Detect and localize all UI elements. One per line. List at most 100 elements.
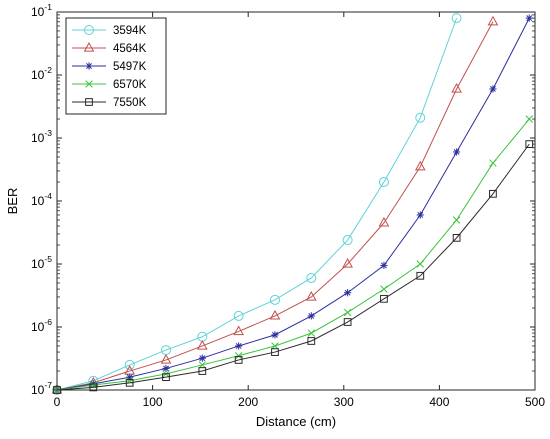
data-point xyxy=(306,272,317,283)
data-point xyxy=(307,312,315,320)
marker-shape xyxy=(452,233,461,242)
y-tick-base: 10 xyxy=(31,68,45,82)
marker-shape xyxy=(269,309,281,320)
data-point xyxy=(307,329,316,337)
y-tick-label: 10-4 xyxy=(31,191,52,208)
marker-stroke xyxy=(235,343,242,349)
marker-stroke xyxy=(453,149,460,155)
data-point xyxy=(269,309,281,320)
legend-entry: 4564K xyxy=(72,42,147,55)
data-point xyxy=(89,383,98,392)
marker-stroke xyxy=(343,308,352,317)
marker-shape xyxy=(85,98,93,106)
legend-entry: 6570K xyxy=(72,79,147,91)
marker-shape xyxy=(162,373,170,382)
y-tick-label: 10-6 xyxy=(31,317,52,334)
x-axis-label: Distance (cm) xyxy=(256,414,336,429)
legend-marker xyxy=(85,98,93,106)
legend-label: 7550K xyxy=(113,97,147,109)
plot-layer xyxy=(51,13,534,395)
marker-stroke xyxy=(307,329,316,337)
data-point xyxy=(489,159,497,167)
series-line xyxy=(56,118,530,391)
data-point xyxy=(414,160,426,171)
marker-stroke xyxy=(526,15,533,22)
y-tick-base: 10 xyxy=(31,383,45,397)
y-tick-exponent: -5 xyxy=(44,254,52,264)
legend-label: 4564K xyxy=(113,43,147,55)
legend-entry: 3594K xyxy=(72,25,147,37)
marker-shape xyxy=(378,177,389,188)
legend-marker xyxy=(83,42,95,52)
data-point xyxy=(233,325,244,336)
marker-stroke xyxy=(489,86,496,92)
legend-entry: 5497K xyxy=(72,61,147,73)
marker-shape xyxy=(343,318,352,326)
marker-stroke xyxy=(381,262,387,269)
data-point xyxy=(305,290,317,301)
marker-shape xyxy=(233,310,244,321)
marker-shape xyxy=(124,359,135,370)
y-tick-label: 10-3 xyxy=(31,128,52,145)
data-point xyxy=(344,289,352,297)
series-3594K xyxy=(52,13,462,395)
marker-shape xyxy=(451,13,462,24)
legend-label: 6570K xyxy=(113,79,147,91)
marker-stroke xyxy=(525,115,533,123)
marker-shape xyxy=(415,112,426,123)
data-point xyxy=(125,378,134,387)
data-point xyxy=(198,367,207,375)
series-7550K xyxy=(53,140,534,394)
marker-shape xyxy=(451,82,462,93)
marker-shape xyxy=(84,25,94,35)
marker-stroke xyxy=(452,216,461,224)
x-tick-label: 200 xyxy=(238,395,258,409)
data-point xyxy=(235,342,243,350)
y-tick-base: 10 xyxy=(31,320,45,334)
marker-stroke xyxy=(234,351,243,360)
data-point xyxy=(453,148,461,156)
data-point xyxy=(160,353,172,364)
data-point xyxy=(342,235,353,246)
y-axis-label: BER xyxy=(5,188,20,215)
data-point xyxy=(378,177,389,188)
y-tick-label: 10-2 xyxy=(31,65,52,82)
data-point xyxy=(487,15,499,26)
data-point xyxy=(234,356,243,364)
axis-layer: 0 100 200 300 400 50010-710-610-510-410-310-2… xyxy=(31,2,545,409)
y-tick-exponent: -6 xyxy=(44,317,52,327)
marker-stroke xyxy=(199,355,206,362)
marker-shape xyxy=(196,339,208,350)
series-line xyxy=(56,17,458,391)
marker-shape xyxy=(83,42,95,52)
data-point xyxy=(452,233,461,242)
data-point xyxy=(489,85,497,93)
data-point xyxy=(416,211,424,219)
marker-stroke xyxy=(489,159,497,167)
data-point xyxy=(269,294,280,305)
data-point xyxy=(124,359,135,370)
x-tick-label: 0 xyxy=(54,395,61,409)
x-tick-label: 400 xyxy=(429,395,449,409)
data-point xyxy=(162,364,170,373)
data-point xyxy=(525,14,533,22)
data-point xyxy=(415,112,426,123)
marker-stroke xyxy=(163,365,169,372)
marker-stroke xyxy=(272,331,278,338)
y-tick-exponent: -3 xyxy=(44,128,52,138)
legend-marker xyxy=(84,25,94,35)
x-tick-label: 300 xyxy=(334,395,354,409)
legend-marker xyxy=(85,80,93,88)
data-point xyxy=(489,189,497,198)
data-point xyxy=(234,351,243,360)
data-point xyxy=(416,260,425,268)
marker-stroke xyxy=(308,312,315,319)
y-tick-exponent: -1 xyxy=(44,2,52,12)
marker-shape xyxy=(305,290,317,301)
marker-shape xyxy=(307,337,316,345)
data-point xyxy=(378,216,390,227)
data-point xyxy=(343,308,352,317)
data-point xyxy=(271,331,279,339)
data-point xyxy=(198,354,206,362)
data-point xyxy=(380,261,388,270)
